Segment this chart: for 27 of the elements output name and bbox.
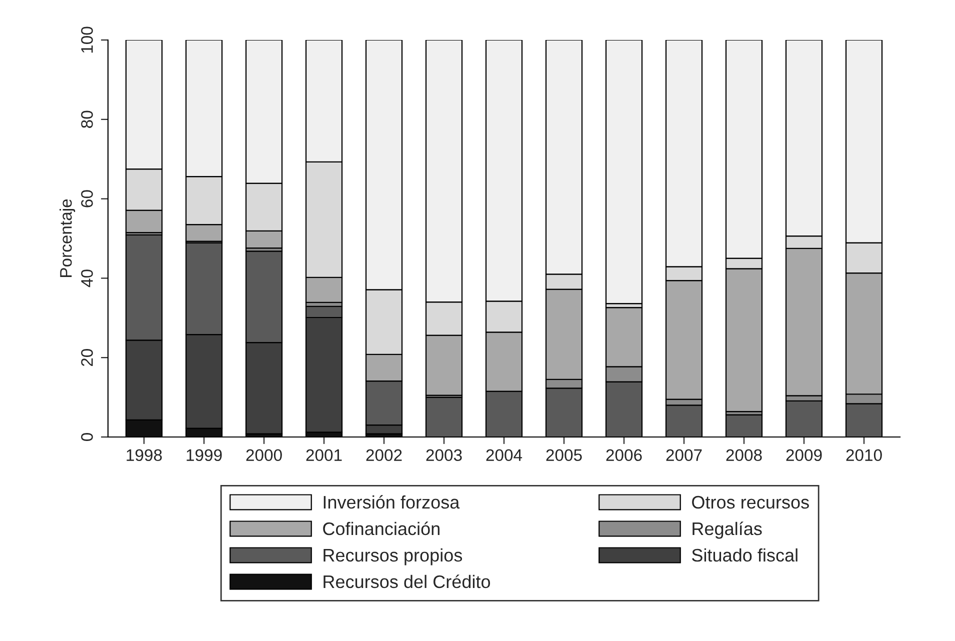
legend-label: Otros recursos — [692, 496, 809, 509]
legend-label: Recursos del Crédito — [324, 574, 490, 588]
x-tick-label: 2007 — [666, 449, 702, 462]
y-tick-label: 60 — [81, 190, 93, 208]
legend-label: Recursos propios — [324, 548, 462, 566]
x-tick-label: 2003 — [426, 449, 462, 462]
x-tick-label: 2001 — [306, 449, 342, 462]
x-tick-label: 2005 — [546, 449, 582, 462]
y-tick-label: 80 — [81, 110, 93, 128]
y-tick-label: 0 — [81, 433, 93, 441]
x-tick-label: 2006 — [606, 449, 642, 462]
x-tick-label: 1999 — [186, 449, 222, 462]
legend-label: Regalías — [692, 522, 762, 539]
x-tick-label: 2000 — [246, 449, 282, 462]
y-axis-title: Porcentaje — [60, 199, 76, 277]
x-tick-label: 2009 — [786, 449, 822, 462]
x-tick-label: 2004 — [486, 449, 522, 462]
x-tick-label: 2008 — [726, 449, 762, 462]
y-tick-label: 20 — [81, 348, 93, 366]
x-tick-label: 1998 — [126, 449, 162, 462]
legend-label: Inversión forzosa — [324, 495, 460, 509]
legend-label: Cofinanciación — [323, 522, 440, 536]
y-tick-label: 40 — [81, 270, 93, 288]
legend-label: Situado fiscal — [692, 548, 798, 562]
x-tick-label: 2010 — [846, 449, 882, 462]
x-tick-label: 2002 — [366, 449, 402, 462]
y-tick-label: 100 — [81, 26, 93, 53]
